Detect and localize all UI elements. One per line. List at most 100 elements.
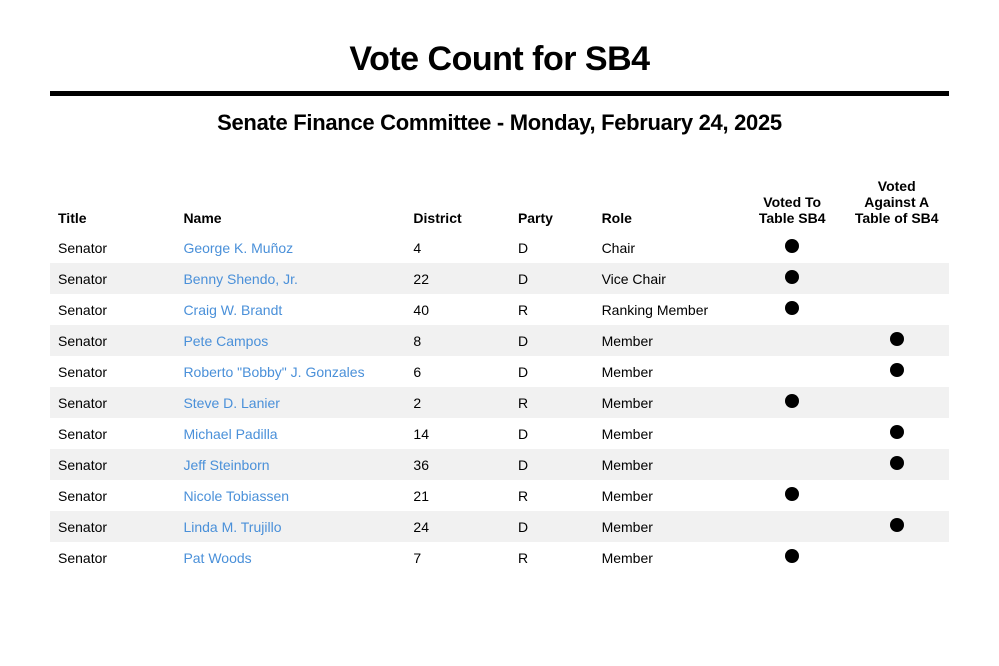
cell-title: Senator [50, 480, 175, 511]
cell-name: George K. Muñoz [175, 232, 405, 263]
cell-party: R [510, 480, 594, 511]
vote-table: Title Name District Party Role Voted To … [50, 172, 949, 573]
vote-dot-icon [890, 456, 904, 470]
cell-title: Senator [50, 418, 175, 449]
cell-party: D [510, 418, 594, 449]
cell-role: Ranking Member [594, 294, 740, 325]
cell-voted-against [844, 263, 949, 294]
table-row: Senator Roberto "Bobby" J. Gonzales 6DMemb… [50, 356, 949, 387]
senator-name-link[interactable]: George K. Muñoz [183, 240, 293, 256]
table-row: Senator Craig W. Brandt 40RRanking Member [50, 294, 949, 325]
cell-voted-against [844, 480, 949, 511]
table-row: SenatorGeorge K. Muñoz4DChair [50, 232, 949, 263]
col-header-role: Role [594, 172, 740, 232]
cell-district: 8 [405, 325, 510, 356]
vote-dot-icon [785, 301, 799, 315]
senator-name-link[interactable]: Craig W. Brandt [183, 302, 282, 318]
cell-party: D [510, 449, 594, 480]
senator-name-link[interactable]: Jeff Steinborn [183, 457, 269, 473]
cell-party: D [510, 356, 594, 387]
vote-dot-icon [785, 270, 799, 284]
cell-role: Member [594, 480, 740, 511]
cell-voted-against [844, 511, 949, 542]
cell-title: Senator [50, 449, 175, 480]
cell-name: Roberto "Bobby" J. Gonzales [175, 356, 405, 387]
cell-voted-against [844, 325, 949, 356]
cell-party: D [510, 232, 594, 263]
cell-voted-against [844, 294, 949, 325]
cell-voted-against [844, 356, 949, 387]
table-row: Senator Pete Campos 8DMember [50, 325, 949, 356]
cell-role: Member [594, 449, 740, 480]
cell-title: Senator [50, 356, 175, 387]
page-title: Vote Count for SB4 [50, 40, 949, 79]
cell-role: Member [594, 418, 740, 449]
senator-name-link[interactable]: Roberto "Bobby" J. Gonzales [183, 364, 364, 380]
cell-voted-against [844, 418, 949, 449]
cell-role: Chair [594, 232, 740, 263]
cell-voted-to [740, 542, 845, 573]
senator-name-link[interactable]: Linda M. Trujillo [183, 519, 281, 535]
cell-district: 2 [405, 387, 510, 418]
cell-district: 21 [405, 480, 510, 511]
senator-name-link[interactable]: Pat Woods [183, 550, 251, 566]
cell-voted-to [740, 418, 845, 449]
cell-party: D [510, 263, 594, 294]
cell-role: Member [594, 325, 740, 356]
table-row: SenatorSteve D. Lanier2RMember [50, 387, 949, 418]
cell-role: Member [594, 356, 740, 387]
title-divider [50, 91, 949, 96]
senator-name-link[interactable]: Steve D. Lanier [183, 395, 280, 411]
table-row: SenatorPat Woods7RMember [50, 542, 949, 573]
cell-title: Senator [50, 542, 175, 573]
cell-district: 6 [405, 356, 510, 387]
col-header-name: Name [175, 172, 405, 232]
cell-voted-to [740, 480, 845, 511]
vote-dot-icon [890, 332, 904, 346]
cell-party: R [510, 294, 594, 325]
cell-voted-to [740, 263, 845, 294]
vote-dot-icon [785, 239, 799, 253]
cell-voted-against [844, 542, 949, 573]
cell-voted-to [740, 387, 845, 418]
cell-voted-against [844, 387, 949, 418]
cell-name: Jeff Steinborn [175, 449, 405, 480]
senator-name-link[interactable]: Nicole Tobiassen [183, 488, 289, 504]
cell-title: Senator [50, 387, 175, 418]
cell-name: Pat Woods [175, 542, 405, 573]
vote-dot-icon [890, 425, 904, 439]
senator-name-link[interactable]: Pete Campos [183, 333, 268, 349]
cell-district: 40 [405, 294, 510, 325]
cell-name: Nicole Tobiassen [175, 480, 405, 511]
cell-voted-to [740, 449, 845, 480]
vote-dot-icon [785, 549, 799, 563]
table-row: Senator Michael Padilla 14DMember [50, 418, 949, 449]
cell-name: Pete Campos [175, 325, 405, 356]
cell-district: 22 [405, 263, 510, 294]
senator-name-link[interactable]: Michael Padilla [183, 426, 277, 442]
cell-name: Craig W. Brandt [175, 294, 405, 325]
vote-dot-icon [890, 518, 904, 532]
cell-voted-against [844, 232, 949, 263]
col-header-district: District [405, 172, 510, 232]
cell-party: R [510, 387, 594, 418]
cell-name: Linda M. Trujillo [175, 511, 405, 542]
vote-dot-icon [785, 394, 799, 408]
cell-title: Senator [50, 263, 175, 294]
cell-voted-to [740, 511, 845, 542]
vote-dot-icon [890, 363, 904, 377]
cell-party: D [510, 511, 594, 542]
cell-party: D [510, 325, 594, 356]
cell-district: 4 [405, 232, 510, 263]
cell-party: R [510, 542, 594, 573]
table-row: Senator Nicole Tobiassen 21RMember [50, 480, 949, 511]
cell-title: Senator [50, 294, 175, 325]
table-row: SenatorLinda M. Trujillo24DMember [50, 511, 949, 542]
cell-role: Member [594, 511, 740, 542]
cell-district: 14 [405, 418, 510, 449]
cell-district: 7 [405, 542, 510, 573]
cell-voted-to [740, 232, 845, 263]
cell-voted-to [740, 294, 845, 325]
cell-title: Senator [50, 325, 175, 356]
senator-name-link[interactable]: Benny Shendo, Jr. [183, 271, 297, 287]
